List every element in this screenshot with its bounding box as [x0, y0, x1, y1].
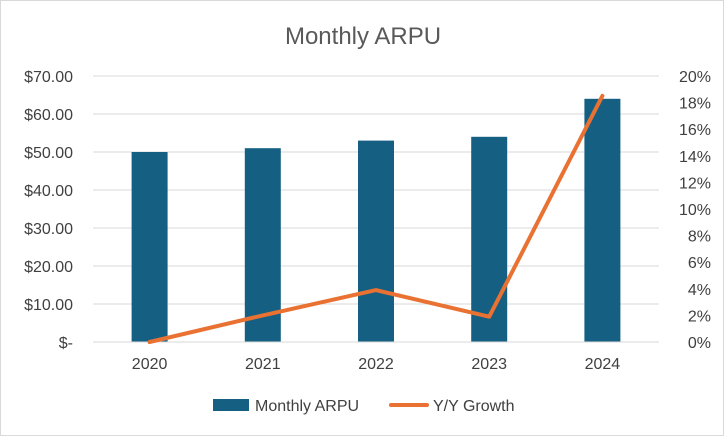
- bar-2024: [584, 99, 620, 342]
- y-right-tick-label: 10%: [679, 202, 711, 219]
- bar-2020: [132, 152, 168, 342]
- y-left-tick-label: $10.00: [24, 297, 73, 314]
- legend-swatch-bar: [213, 399, 249, 411]
- legend-label-bar: Monthly ARPU: [255, 398, 359, 415]
- x-axis-ticks: 2020 2021 2022 2023 2024: [132, 356, 620, 373]
- y-right-tick-label: 0%: [688, 335, 711, 352]
- y-left-tick-label: $-: [59, 335, 73, 352]
- y-axis-right-ticks: 0% 2% 4% 6% 8% 10% 12% 14% 16% 18% 20%: [679, 69, 711, 352]
- x-tick-label: 2023: [471, 356, 507, 373]
- y-right-tick-label: 2%: [688, 308, 711, 325]
- bar-2023: [471, 137, 507, 342]
- y-left-tick-label: $20.00: [24, 259, 73, 276]
- y-right-tick-label: 4%: [688, 282, 711, 299]
- y-left-tick-label: $30.00: [24, 221, 73, 238]
- x-tick-label: 2022: [358, 356, 394, 373]
- x-tick-label: 2024: [585, 356, 621, 373]
- y-left-tick-label: $40.00: [24, 183, 73, 200]
- y-right-tick-label: 14%: [679, 149, 711, 166]
- y-right-tick-label: 6%: [688, 255, 711, 272]
- x-tick-label: 2021: [245, 356, 281, 373]
- y-right-tick-label: 16%: [679, 122, 711, 139]
- y-right-tick-label: 18%: [679, 96, 711, 113]
- y-axis-left-ticks: $- $10.00 $20.00 $30.00 $40.00 $50.00 $60.00 $7…: [24, 69, 73, 352]
- legend: Monthly ARPU Y/Y Growth: [213, 398, 515, 415]
- bar-series-monthly-arpu: [132, 99, 621, 342]
- bar-2022: [358, 141, 394, 342]
- chart-title: Monthly ARPU: [285, 23, 441, 50]
- y-left-tick-label: $50.00: [24, 145, 73, 162]
- y-left-tick-label: $70.00: [24, 69, 73, 86]
- legend-label-line: Y/Y Growth: [433, 398, 515, 415]
- y-right-tick-label: 20%: [679, 69, 711, 86]
- y-right-tick-label: 12%: [679, 175, 711, 192]
- x-tick-label: 2020: [132, 356, 168, 373]
- y-right-tick-label: 8%: [688, 229, 711, 246]
- y-left-tick-label: $60.00: [24, 107, 73, 124]
